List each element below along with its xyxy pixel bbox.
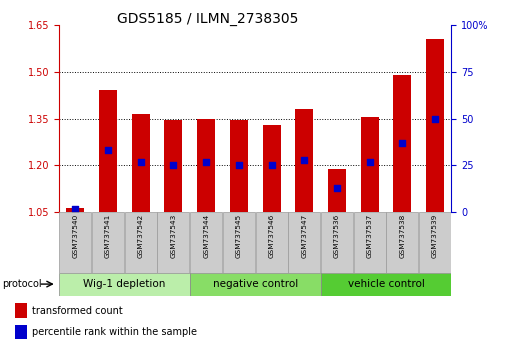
Point [398, 140, 406, 146]
FancyBboxPatch shape [419, 212, 451, 273]
Bar [15, 303, 28, 318]
Text: GSM737541: GSM737541 [105, 214, 111, 258]
Text: GSM737546: GSM737546 [269, 214, 274, 258]
Text: GSM737543: GSM737543 [170, 214, 176, 258]
Point [202, 159, 210, 165]
Text: GDS5185 / ILMN_2738305: GDS5185 / ILMN_2738305 [117, 12, 299, 27]
Text: GSM737538: GSM737538 [400, 214, 405, 258]
Bar [132, 114, 150, 212]
Text: percentile rank within the sample: percentile rank within the sample [32, 327, 198, 337]
Point [235, 163, 243, 169]
Point [431, 116, 439, 121]
Text: protocol: protocol [3, 279, 42, 289]
FancyBboxPatch shape [353, 212, 386, 273]
Point [136, 159, 145, 165]
Bar [426, 39, 444, 212]
Point [333, 185, 341, 191]
Text: transformed count: transformed count [32, 306, 123, 316]
Text: negative control: negative control [212, 279, 298, 289]
FancyBboxPatch shape [92, 212, 124, 273]
Point [71, 206, 80, 211]
FancyBboxPatch shape [321, 212, 353, 273]
Bar [295, 109, 313, 212]
FancyBboxPatch shape [190, 273, 321, 296]
FancyBboxPatch shape [223, 212, 255, 273]
FancyBboxPatch shape [190, 212, 222, 273]
Text: GSM737542: GSM737542 [138, 214, 144, 258]
FancyBboxPatch shape [59, 273, 190, 296]
Bar [165, 120, 183, 212]
Point [104, 148, 112, 153]
Text: GSM737536: GSM737536 [334, 214, 340, 258]
Text: GSM737544: GSM737544 [203, 214, 209, 258]
Text: GSM737545: GSM737545 [236, 214, 242, 258]
Point [300, 157, 308, 163]
FancyBboxPatch shape [288, 212, 320, 273]
Point [366, 159, 374, 165]
Bar [230, 120, 248, 212]
FancyBboxPatch shape [255, 212, 288, 273]
Point [267, 163, 275, 169]
Text: GSM737540: GSM737540 [72, 214, 78, 258]
FancyBboxPatch shape [321, 273, 451, 296]
FancyBboxPatch shape [386, 212, 419, 273]
Bar [361, 117, 379, 212]
FancyBboxPatch shape [125, 212, 157, 273]
Bar [328, 169, 346, 212]
Text: vehicle control: vehicle control [348, 279, 424, 289]
Text: Wig-1 depletion: Wig-1 depletion [83, 279, 166, 289]
FancyBboxPatch shape [157, 212, 189, 273]
Text: GSM737539: GSM737539 [432, 214, 438, 258]
Bar [393, 75, 411, 212]
Point [169, 163, 177, 169]
FancyBboxPatch shape [60, 212, 91, 273]
Bar [99, 90, 117, 212]
Bar [66, 208, 84, 212]
Text: GSM737547: GSM737547 [301, 214, 307, 258]
Bar [15, 325, 28, 339]
Bar [197, 119, 215, 212]
Text: GSM737537: GSM737537 [367, 214, 372, 258]
Bar [263, 125, 281, 212]
